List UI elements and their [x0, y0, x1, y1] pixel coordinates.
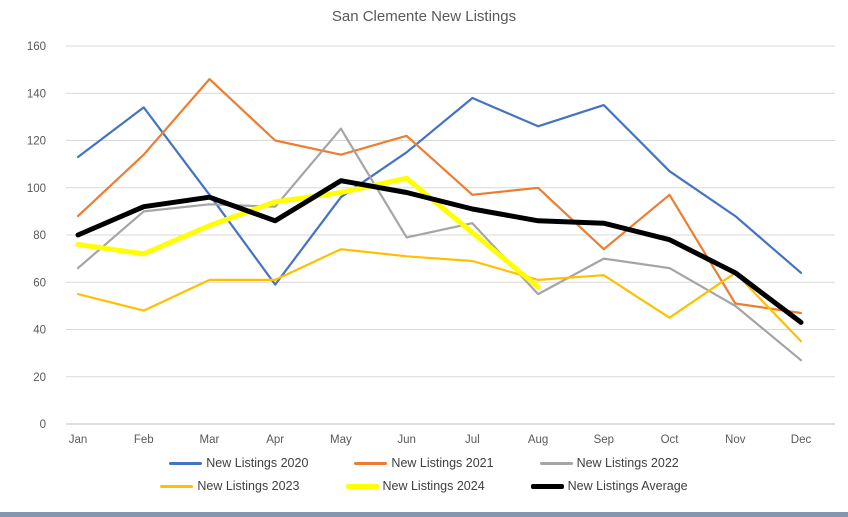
y-tick-label: 40 — [33, 325, 46, 337]
legend-item-new-listings-2022[interactable]: New Listings 2022 — [539, 456, 679, 470]
plot-area[interactable]: 0 20 40 60 80 100 120 140 160 Jan Feb Mar Apr May Jun J… — [0, 0, 848, 452]
legend-line-swatch — [530, 483, 564, 489]
legend-label: New Listings 2021 — [391, 456, 494, 470]
x-axis-label-mar: Mar — [200, 434, 220, 446]
legend-label: New Listings 2024 — [382, 479, 485, 493]
x-axis-label-nov: Nov — [725, 434, 746, 446]
x-axis-label-oct: Oct — [661, 434, 680, 446]
legend-line-swatch — [539, 461, 573, 465]
series-line-new-listings-2021[interactable] — [76, 77, 803, 315]
legend-line-swatch — [354, 461, 388, 465]
legend-item-new-listings-average[interactable]: New Listings Average — [530, 479, 688, 493]
series-line-new-listings-2020[interactable] — [76, 96, 803, 286]
y-tick-label: 160 — [27, 41, 46, 53]
legend-label: New Listings 2023 — [197, 479, 300, 493]
legend-label: New Listings 2020 — [206, 456, 309, 470]
x-axis-label-dec: Dec — [791, 434, 812, 446]
series-line-new-listings-2024[interactable] — [75, 175, 541, 290]
series-line-new-listings-2023[interactable] — [76, 248, 803, 343]
y-tick-label: 60 — [33, 277, 46, 289]
legend-item-new-listings-2020[interactable]: New Listings 2020 — [169, 456, 308, 470]
series-line-new-listings-average[interactable] — [75, 178, 804, 325]
legend-line-swatch — [169, 461, 203, 465]
legend-item-new-listings-2024[interactable]: New Listings 2024 — [345, 479, 485, 493]
x-axis-label-may: May — [330, 434, 352, 446]
y-tick-label: 140 — [27, 88, 46, 100]
y-tick-label: 0 — [40, 419, 46, 431]
y-tick-label: 20 — [33, 372, 46, 384]
legend-label: New Listings Average — [567, 479, 688, 493]
legend-row: New Listings 2020 New Listings 2021 New Li… — [169, 456, 679, 470]
legend-row: New Listings 2023 New Listings 2024 New Li… — [160, 479, 688, 493]
y-tick-label: 100 — [27, 183, 46, 195]
legend-item-new-listings-2023[interactable]: New Listings 2023 — [160, 479, 300, 493]
x-axis-label-feb: Feb — [134, 434, 154, 446]
legend-line-swatch — [160, 484, 194, 488]
legend-label: New Listings 2022 — [576, 456, 679, 470]
series-line-new-listings-2022[interactable] — [76, 127, 803, 362]
y-tick-label: 80 — [33, 230, 46, 242]
window-bottom-border — [0, 512, 848, 517]
x-axis-label-jul: Jul — [465, 434, 480, 446]
x-axis-label-apr: Apr — [266, 434, 284, 446]
chart-title: San Clemente New Listings — [331, 8, 517, 25]
x-axis-label-jun: Jun — [397, 434, 416, 446]
x-axis-label-sep: Sep — [594, 434, 614, 446]
x-axis-label-aug: Aug — [528, 434, 548, 446]
chart-legend: New Listings 2020 New Listings 2021 New Li… — [0, 456, 848, 493]
y-tick-label: 120 — [27, 136, 46, 148]
legend-item-new-listings-2021[interactable]: New Listings 2021 — [354, 456, 494, 470]
legend-line-swatch — [345, 483, 379, 489]
x-axis-label-jan: Jan — [69, 434, 88, 446]
